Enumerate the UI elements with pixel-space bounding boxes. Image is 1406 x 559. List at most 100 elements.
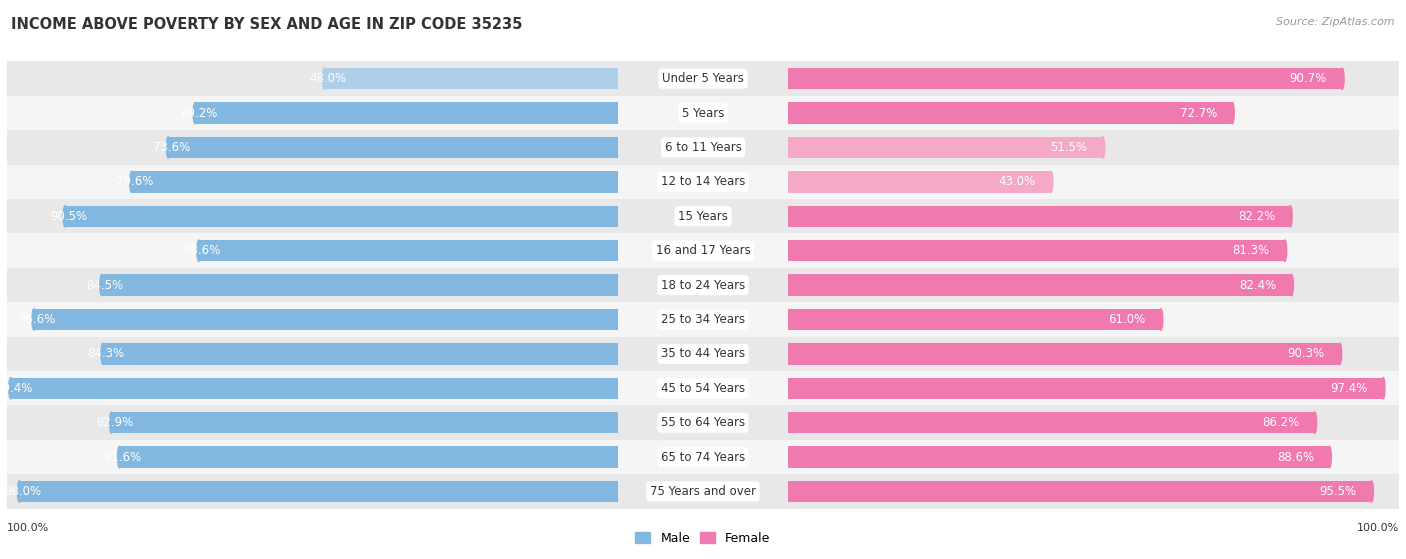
Text: 12 to 14 Years: 12 to 14 Years xyxy=(661,176,745,188)
Bar xyxy=(789,371,1399,405)
Bar xyxy=(789,96,1399,130)
Text: 100.0%: 100.0% xyxy=(1357,523,1399,533)
Bar xyxy=(7,440,617,474)
Bar xyxy=(111,412,617,433)
Bar xyxy=(195,102,617,124)
Circle shape xyxy=(1327,447,1331,468)
Bar xyxy=(7,337,617,371)
Circle shape xyxy=(193,102,197,124)
Text: 82.2%: 82.2% xyxy=(1237,210,1275,223)
Legend: Male, Female: Male, Female xyxy=(630,527,776,550)
Bar xyxy=(789,474,1399,509)
Circle shape xyxy=(322,68,326,89)
Bar xyxy=(789,302,1399,337)
Circle shape xyxy=(1339,343,1341,364)
Bar xyxy=(789,440,1399,474)
Bar xyxy=(34,309,617,330)
Bar xyxy=(617,234,789,268)
Bar xyxy=(789,206,1291,227)
Bar xyxy=(789,61,1399,96)
Text: 79.6%: 79.6% xyxy=(117,176,153,188)
Text: 82.9%: 82.9% xyxy=(96,416,134,429)
Bar xyxy=(169,137,617,158)
Bar xyxy=(617,268,789,302)
Bar xyxy=(617,199,789,234)
Text: 25 to 34 Years: 25 to 34 Years xyxy=(661,313,745,326)
Text: 72.7%: 72.7% xyxy=(1180,107,1218,120)
Bar xyxy=(789,274,1292,296)
Circle shape xyxy=(1049,171,1053,192)
Bar xyxy=(789,234,1399,268)
Text: 95.5%: 95.5% xyxy=(1319,485,1357,498)
Circle shape xyxy=(1289,274,1294,296)
Bar xyxy=(101,274,617,296)
Circle shape xyxy=(32,309,35,330)
Text: 73.6%: 73.6% xyxy=(153,141,190,154)
Text: 5 Years: 5 Years xyxy=(682,107,724,120)
Bar xyxy=(20,481,617,502)
Text: 81.6%: 81.6% xyxy=(104,451,142,463)
Bar xyxy=(7,302,617,337)
Circle shape xyxy=(1159,309,1163,330)
Text: 61.0%: 61.0% xyxy=(1108,313,1146,326)
Text: 82.4%: 82.4% xyxy=(1239,278,1277,292)
Bar xyxy=(789,199,1399,234)
Bar xyxy=(617,96,789,130)
Text: 97.4%: 97.4% xyxy=(1330,382,1368,395)
Circle shape xyxy=(1101,137,1105,158)
Bar xyxy=(7,234,617,268)
Text: 6 to 11 Years: 6 to 11 Years xyxy=(665,141,741,154)
Bar xyxy=(617,337,789,371)
Bar xyxy=(7,371,617,405)
Circle shape xyxy=(1369,481,1374,502)
Text: 90.5%: 90.5% xyxy=(49,210,87,223)
Bar xyxy=(789,309,1161,330)
Circle shape xyxy=(129,171,134,192)
Bar xyxy=(789,171,1050,192)
Circle shape xyxy=(100,274,104,296)
Circle shape xyxy=(118,447,121,468)
Circle shape xyxy=(1230,102,1234,124)
Bar xyxy=(120,447,617,468)
Text: 88.6%: 88.6% xyxy=(1277,451,1315,463)
Text: 98.0%: 98.0% xyxy=(4,485,41,498)
Bar xyxy=(132,171,617,192)
Bar xyxy=(789,68,1343,89)
Bar xyxy=(789,481,1371,502)
Bar xyxy=(7,199,617,234)
Text: 18 to 24 Years: 18 to 24 Years xyxy=(661,278,745,292)
Text: 35 to 44 Years: 35 to 44 Years xyxy=(661,347,745,361)
Text: 90.3%: 90.3% xyxy=(1288,347,1324,361)
Text: 84.3%: 84.3% xyxy=(87,347,125,361)
Text: 15 Years: 15 Years xyxy=(678,210,728,223)
Text: 75 Years and over: 75 Years and over xyxy=(650,485,756,498)
Circle shape xyxy=(166,137,170,158)
Text: 90.7%: 90.7% xyxy=(1289,72,1327,85)
Circle shape xyxy=(101,343,105,364)
Circle shape xyxy=(1340,68,1344,89)
Bar xyxy=(789,405,1399,440)
Bar xyxy=(789,102,1232,124)
Bar xyxy=(11,378,617,399)
Bar xyxy=(198,240,617,262)
Bar xyxy=(617,165,789,199)
Text: Source: ZipAtlas.com: Source: ZipAtlas.com xyxy=(1277,17,1395,27)
Text: INCOME ABOVE POVERTY BY SEX AND AGE IN ZIP CODE 35235: INCOME ABOVE POVERTY BY SEX AND AGE IN Z… xyxy=(11,17,523,32)
Bar xyxy=(617,130,789,165)
Text: 81.3%: 81.3% xyxy=(1233,244,1270,257)
Bar xyxy=(103,343,617,364)
Bar xyxy=(617,371,789,405)
Bar xyxy=(7,405,617,440)
Circle shape xyxy=(1288,206,1292,227)
Bar xyxy=(617,405,789,440)
Text: 68.6%: 68.6% xyxy=(183,244,221,257)
Text: 99.4%: 99.4% xyxy=(0,382,32,395)
Bar xyxy=(617,440,789,474)
Bar xyxy=(617,302,789,337)
Circle shape xyxy=(1313,412,1316,433)
Bar xyxy=(789,165,1399,199)
Bar xyxy=(789,378,1384,399)
Bar xyxy=(789,268,1399,302)
Text: 95.6%: 95.6% xyxy=(18,313,56,326)
Bar xyxy=(7,474,617,509)
